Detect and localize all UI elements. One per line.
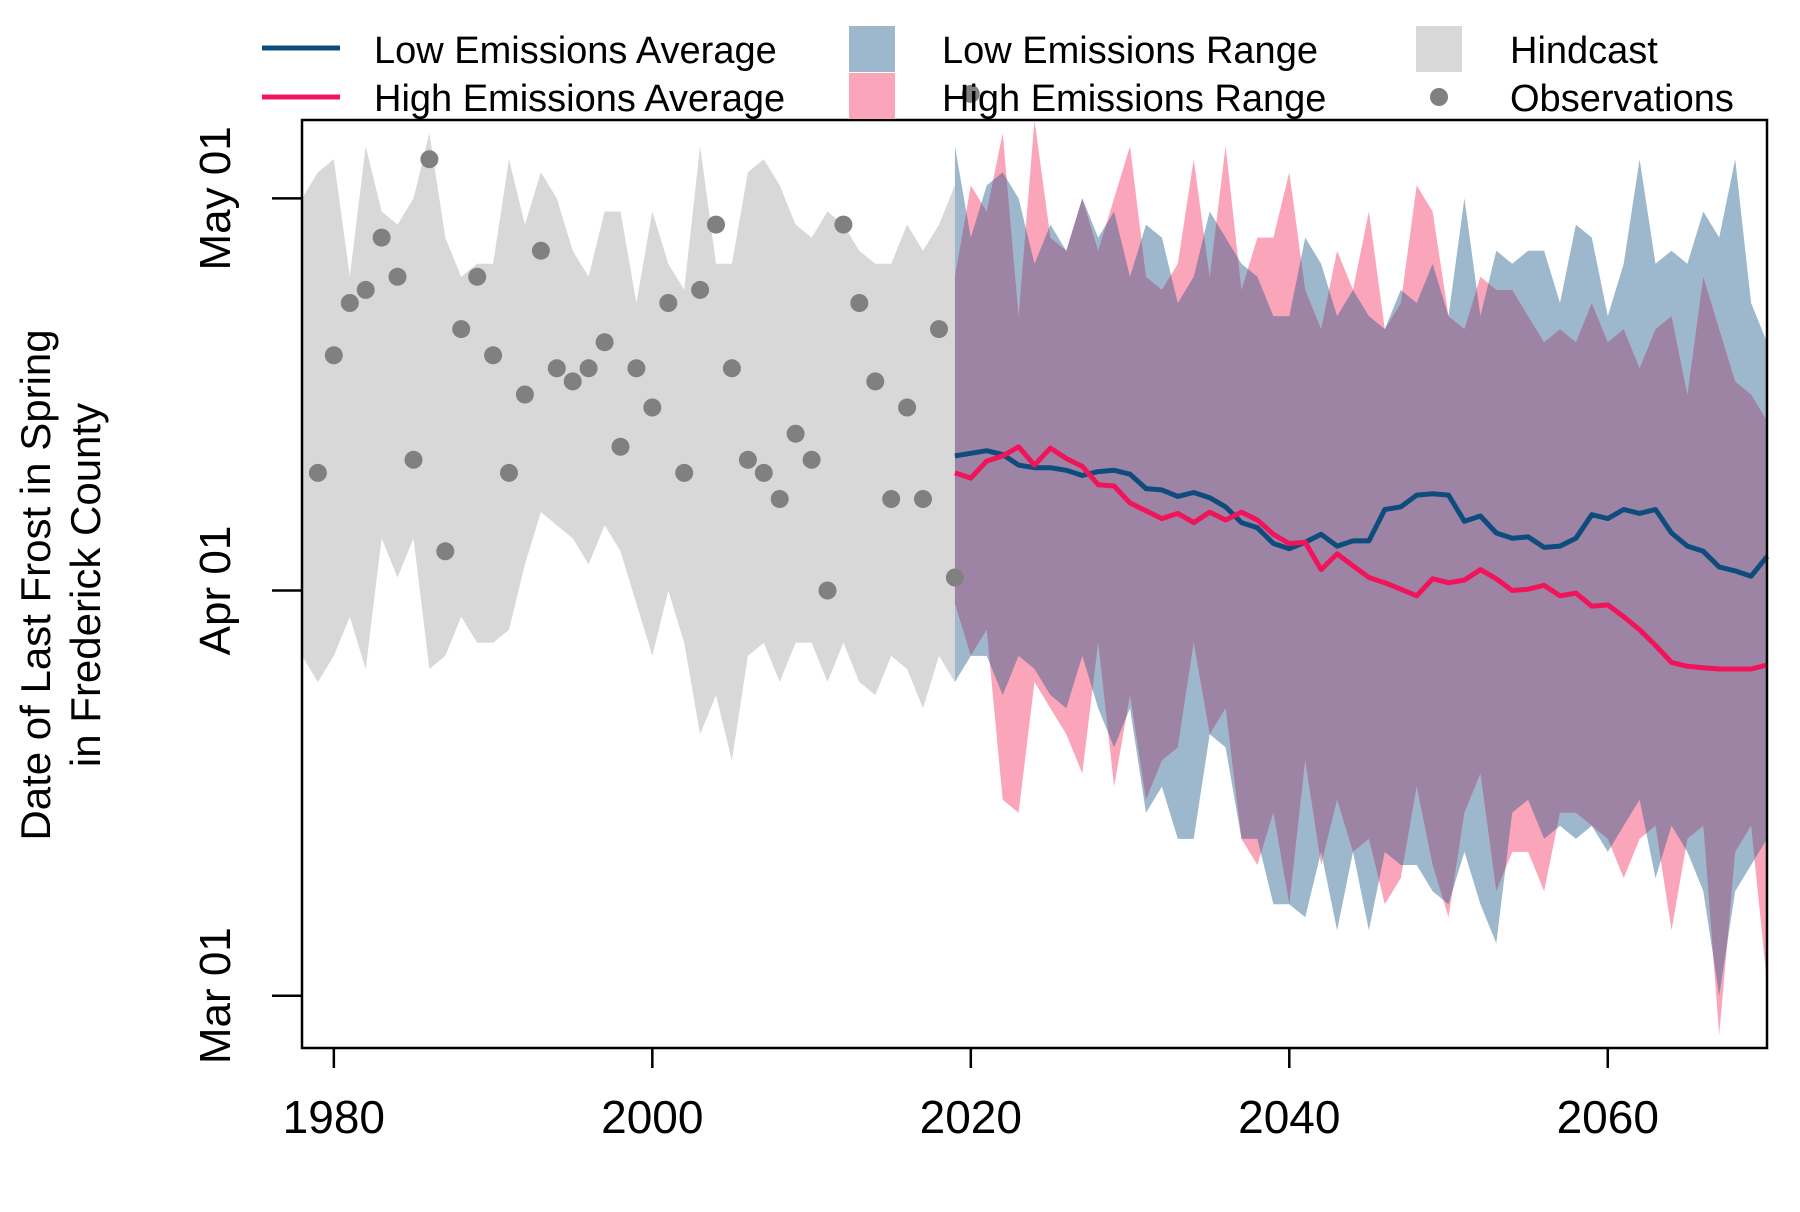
observation-point [531,241,550,260]
legend-swatch-observations [1430,88,1448,106]
observation-point [324,346,343,365]
observation-point [579,359,598,378]
x-tick-label: 2040 [1238,1091,1340,1143]
legend: Low Emissions Average High Emissions Ave… [262,26,1734,120]
observation-point [930,320,948,339]
x-tick-label: 2020 [920,1091,1022,1143]
plot-frame [300,118,1769,1050]
observation-point [659,294,678,312]
y-tick-label: Mar 01 [191,927,240,1064]
observation-point [882,490,901,508]
y-axis-title-line2: in Frederick County [62,403,109,767]
observation-point [643,398,662,417]
observation-point [914,490,932,508]
range-overlap [954,146,1767,996]
axes: 1980 2000 2020 2040 2060 Mar 01 Apr 01 May 01 [191,126,1659,1143]
y-tick-label: May 01 [191,126,240,270]
legend-label-high-range: High Emissions Range [942,78,1326,120]
legend-label-hindcast: Hindcast [1510,30,1658,72]
observation-point [691,280,710,299]
x-tick-label: 2060 [1557,1091,1659,1143]
observation-point [436,542,455,561]
legend-label-observations: Observations [1510,78,1734,120]
observation-point [547,359,566,378]
observation-point [707,215,725,234]
observation-point [372,228,391,247]
observation-point [722,359,741,378]
observation-point [850,294,869,312]
y-tick-label: Apr 01 [191,526,240,656]
observation-point [834,215,853,234]
observation-point [627,359,646,378]
legend-label-low-range: Low Emissions Range [942,30,1318,72]
y-axis-title-line1: Date of Last Frost in Spring [12,329,59,840]
observation-point [468,267,487,286]
observation-point [786,424,805,443]
observation-point [452,320,471,339]
legend-swatch-high-range [849,73,895,119]
x-tick-label: 1980 [283,1091,385,1143]
observation-point [866,372,885,391]
x-tick-label: 2000 [601,1091,703,1143]
observation-point [308,463,327,482]
observation-point [754,463,773,482]
observation-point [515,385,534,404]
high-emissions-average-line [954,444,1768,672]
observation-point [388,267,407,286]
observation-point [563,372,582,391]
plot-area [302,84,1769,1035]
observation-point [484,346,503,365]
observation-point [675,463,694,482]
observation-point [770,490,789,508]
observation-point [500,463,518,482]
legend-label-high-avg: High Emissions Average [374,78,785,120]
y-axis-title: Date of Last Frost in Spring in Frederic… [12,329,109,840]
observation-point [340,294,359,312]
observation-point [611,437,630,456]
observation-point [404,450,423,469]
observation-point [738,450,757,469]
observation-point [802,450,821,469]
observation-point [945,568,964,587]
observation-point [420,150,439,169]
legend-swatch-hindcast [1416,26,1462,72]
legend-swatch-low-range [849,26,895,72]
observation-point [356,280,375,299]
observation-point [898,398,917,417]
observation-point [818,581,837,600]
observation-point [595,333,614,352]
observation-point [961,84,980,103]
legend-label-low-avg: Low Emissions Average [374,30,777,72]
